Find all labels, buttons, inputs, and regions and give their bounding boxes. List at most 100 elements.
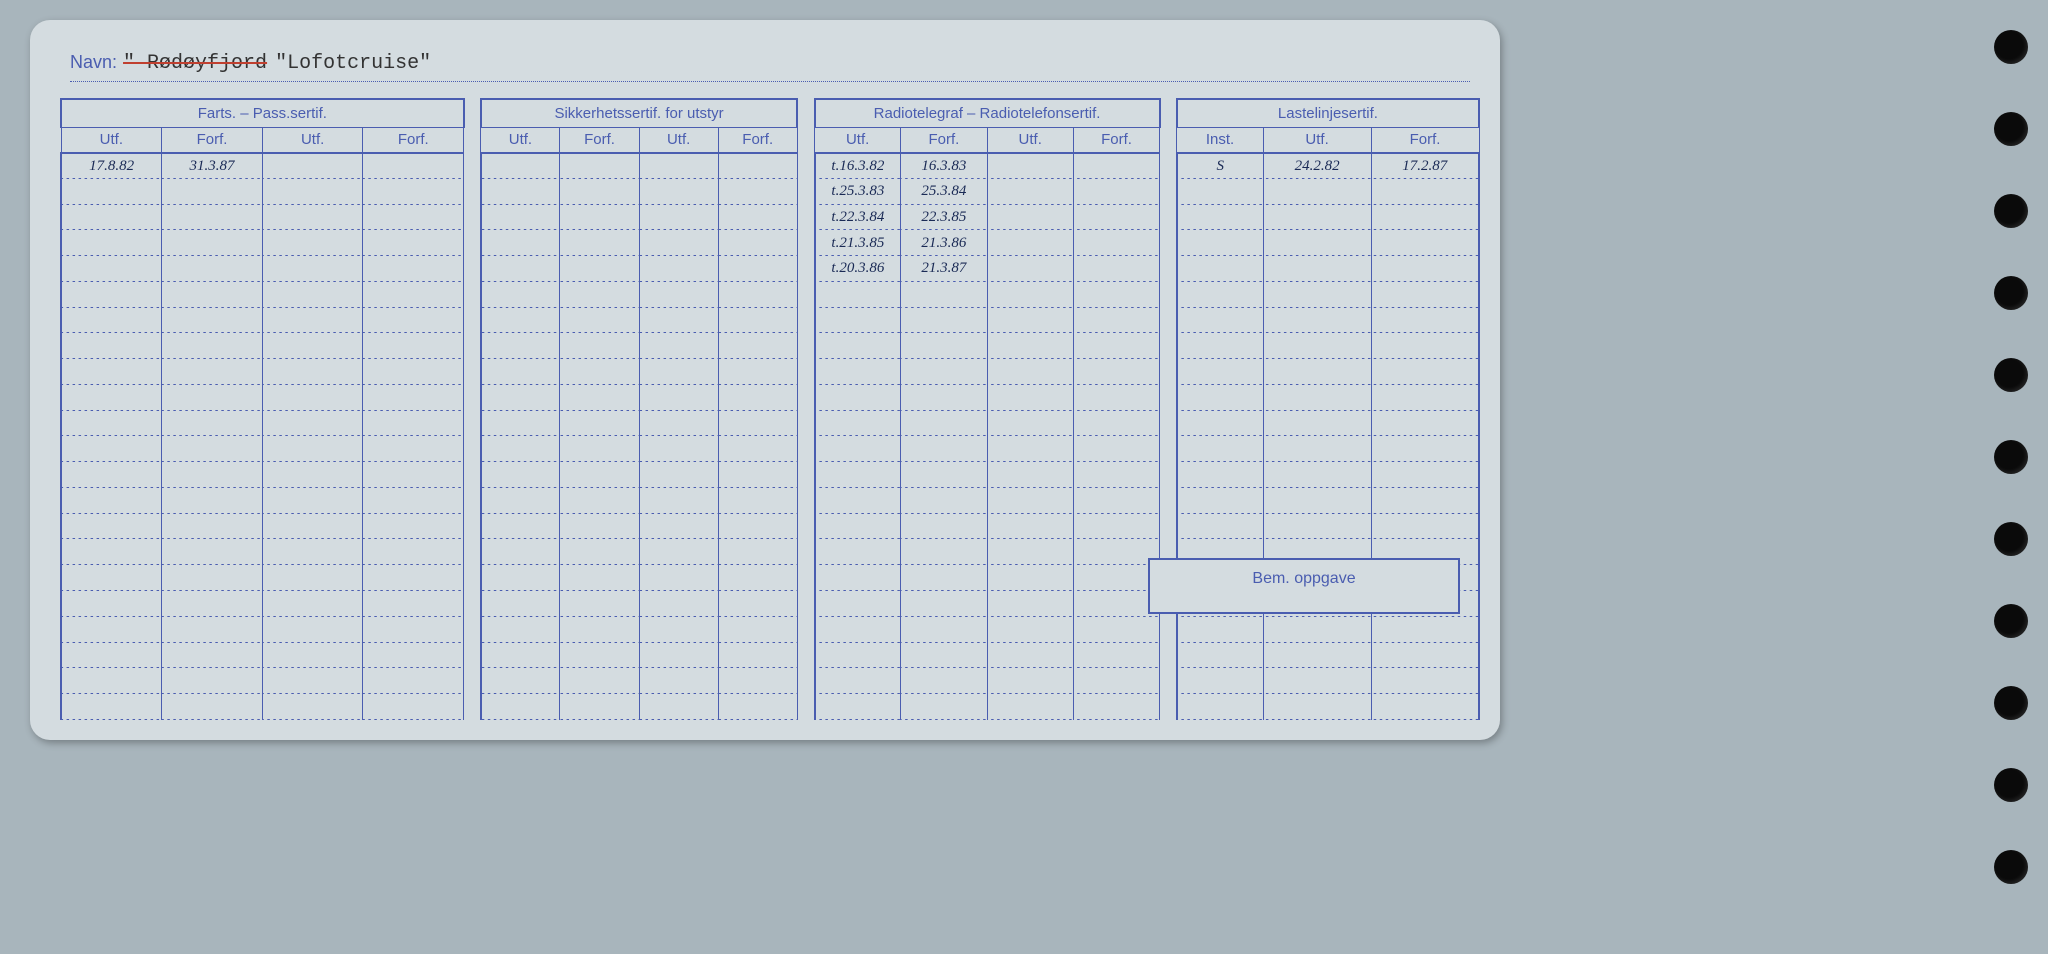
table-cell <box>464 668 481 694</box>
table-row <box>61 333 1479 359</box>
table-cell <box>1177 617 1263 643</box>
table-cell <box>560 256 639 282</box>
table-cell <box>815 385 901 411</box>
table-cell <box>797 694 814 720</box>
table-cell <box>560 668 639 694</box>
table-cell <box>262 643 363 669</box>
table-cell <box>162 205 263 231</box>
table-cell <box>481 333 560 359</box>
table-cell <box>901 488 987 514</box>
table-cell <box>1177 359 1263 385</box>
gap <box>797 99 814 127</box>
table-cell <box>815 565 901 591</box>
table-cell <box>718 514 797 540</box>
table-cell <box>797 230 814 256</box>
table-cell <box>363 359 464 385</box>
table-cell: S <box>1177 153 1263 179</box>
table-cell <box>815 591 901 617</box>
table-cell <box>363 462 464 488</box>
table-cell <box>481 643 560 669</box>
table-cell <box>718 668 797 694</box>
table-cell <box>797 179 814 205</box>
table-cell <box>1371 205 1479 231</box>
table-cell <box>901 694 987 720</box>
table-cell <box>1371 643 1479 669</box>
table-cell <box>901 617 987 643</box>
table-cell <box>1160 333 1177 359</box>
sub-inst: Inst. <box>1177 127 1263 153</box>
certificate-table: Farts. – Pass.sertif. Sikkerhetssertif. … <box>60 98 1480 720</box>
table-cell <box>262 205 363 231</box>
table-cell <box>1160 308 1177 334</box>
table-cell <box>363 488 464 514</box>
table-cell <box>262 488 363 514</box>
table-cell <box>464 488 481 514</box>
table-cell <box>815 668 901 694</box>
table-cell <box>61 462 162 488</box>
table-cell <box>1263 462 1371 488</box>
sub-utf: Utf. <box>61 127 162 153</box>
table-cell: 21.3.87 <box>901 256 987 282</box>
table-cell <box>1073 179 1159 205</box>
hole-icon <box>1994 686 2028 720</box>
table-cell <box>1177 462 1263 488</box>
table-cell <box>1263 179 1371 205</box>
table-cell: t.22.3.84 <box>815 205 901 231</box>
table-cell <box>1177 668 1263 694</box>
table-cell <box>987 385 1073 411</box>
table-cell <box>560 514 639 540</box>
table-cell <box>464 282 481 308</box>
table-cell <box>363 591 464 617</box>
table-cell <box>797 565 814 591</box>
table-cell <box>363 643 464 669</box>
table-cell <box>162 668 263 694</box>
table-cell <box>481 179 560 205</box>
table-cell <box>1160 385 1177 411</box>
table-cell <box>987 256 1073 282</box>
table-cell <box>815 462 901 488</box>
table-cell <box>162 256 263 282</box>
table-cell <box>61 333 162 359</box>
table-cell <box>61 359 162 385</box>
table-cell <box>1263 488 1371 514</box>
table-cell <box>797 359 814 385</box>
table-cell <box>1263 668 1371 694</box>
table-cell <box>1371 436 1479 462</box>
table-cell <box>1160 462 1177 488</box>
table-cell <box>61 514 162 540</box>
table-cell <box>987 436 1073 462</box>
table-cell <box>560 282 639 308</box>
table-cell <box>639 153 718 179</box>
record-card: Navn: " Rødøyfjord "Lofotcruise" Farts. … <box>30 20 1500 740</box>
table-cell <box>987 462 1073 488</box>
sub-utf: Utf. <box>815 127 901 153</box>
table-cell <box>61 668 162 694</box>
table-cell <box>797 488 814 514</box>
table-cell: 22.3.85 <box>901 205 987 231</box>
table-cell <box>162 539 263 565</box>
table-cell <box>162 411 263 437</box>
table-cell <box>797 333 814 359</box>
table-cell <box>1073 694 1159 720</box>
table-cell <box>639 411 718 437</box>
table-row <box>61 668 1479 694</box>
table-cell <box>987 565 1073 591</box>
table-cell <box>61 539 162 565</box>
table-cell <box>987 694 1073 720</box>
table-cell <box>797 308 814 334</box>
table-cell <box>797 643 814 669</box>
table-cell <box>560 436 639 462</box>
table-cell <box>363 282 464 308</box>
table-cell <box>1160 179 1177 205</box>
table-cell <box>797 411 814 437</box>
table-row: t.25.3.8325.3.84 <box>61 179 1479 205</box>
table-cell <box>718 205 797 231</box>
table-cell <box>481 205 560 231</box>
table-cell <box>718 308 797 334</box>
table-cell <box>464 153 481 179</box>
table-cell <box>162 514 263 540</box>
table-cell <box>464 256 481 282</box>
table-cell <box>1073 153 1159 179</box>
table-cell <box>901 282 987 308</box>
gap <box>464 127 481 153</box>
